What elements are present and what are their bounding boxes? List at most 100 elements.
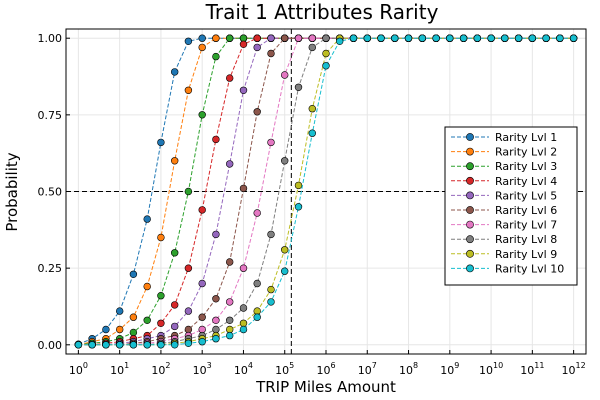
data-point [308,43,316,52]
data-point [212,325,220,334]
data-point [253,108,261,116]
data-point [198,206,206,214]
data-point [226,316,234,324]
data-point [294,203,303,211]
data-point [542,34,550,42]
data-point [198,279,206,288]
data-point [226,74,234,82]
data-point [404,34,413,42]
data-point [363,34,371,42]
x-tick-label: 109 [440,361,459,377]
data-point [212,34,220,42]
data-point [212,230,220,239]
data-point [239,319,248,327]
x-tick-label: 100 [69,361,88,377]
data-point [556,34,564,42]
x-tick-label: 102 [151,361,170,377]
data-point [294,34,303,42]
legend-marker [466,264,474,273]
data-point [253,279,261,288]
data-point [157,233,165,242]
tick-labels: 100 101 102 103 104 105 106 107 108 109 1010 1011 10… [38,32,586,377]
legend-entry: Rarity Lvl 4 [495,175,557,188]
data-point [267,285,275,294]
data-point [514,34,523,42]
data-point [281,71,289,79]
data-point [322,62,330,70]
data-point [239,184,248,193]
data-point [184,86,193,95]
x-axis-label: TRIP Miles Amount [255,378,396,396]
data-point [473,34,481,42]
data-point [267,298,275,306]
data-point [487,34,495,42]
y-axis-label: Probability [3,152,21,231]
x-tick-label: 101 [110,361,129,377]
y-tick-label: 1.00 [38,32,63,45]
x-tick-label: 107 [358,361,377,377]
data-point [157,292,165,300]
data-point [198,111,206,119]
data-point [239,86,248,95]
legend-entry: Rarity Lvl 6 [495,204,557,217]
data-point [184,339,193,347]
legend-entry: Rarity Lvl 7 [495,219,557,232]
legend-entry: Rarity Lvl 9 [495,248,557,261]
data-point [253,43,261,52]
data-point [198,313,206,321]
data-point [226,298,234,306]
data-point [226,34,234,42]
data-point [281,267,289,275]
data-point [253,34,261,42]
data-point [157,341,165,349]
data-point [226,258,234,266]
y-tick-label: 0.00 [38,339,63,352]
data-point [171,322,179,331]
data-point [308,104,316,113]
x-tick-label: 105 [275,361,294,377]
x-tick-label: 103 [193,361,212,377]
legend-entry: Rarity Lvl 5 [495,189,557,202]
data-point [143,341,151,349]
x-tick-label: 108 [399,361,418,377]
data-point [253,307,261,315]
legend-entry: Rarity Lvl 3 [495,160,557,173]
data-point [198,43,206,52]
legend-entry: Rarity Lvl 8 [495,233,557,246]
legend-entry: Rarity Lvl 1 [495,131,557,144]
data-point [322,34,330,42]
data-point [239,34,248,42]
data-point [294,83,303,92]
data-point [212,295,220,303]
data-point [143,215,151,223]
data-point [171,68,179,76]
data-point [129,313,138,321]
legend-entry: Rarity Lvl 2 [495,146,557,159]
data-point [88,341,96,349]
x-tick-label: 1012 [562,361,586,377]
data-point [267,138,275,147]
data-point [226,325,234,334]
data-point [239,40,248,48]
data-point [102,341,110,349]
data-point [377,34,385,42]
x-tick-label: 106 [316,361,335,377]
data-point [253,209,261,217]
legend-marker [466,249,474,258]
data-point [322,49,330,58]
legend-marker [466,235,474,244]
data-point [528,34,536,42]
data-point [198,34,206,42]
data-point [129,270,138,278]
data-point [184,37,193,45]
data-point [569,34,578,42]
data-point [212,335,220,343]
data-point [239,264,248,272]
data-point [212,135,220,144]
data-point [267,230,275,239]
data-point [157,319,165,327]
data-point [226,160,234,168]
data-point [294,181,303,190]
data-point [198,338,206,346]
